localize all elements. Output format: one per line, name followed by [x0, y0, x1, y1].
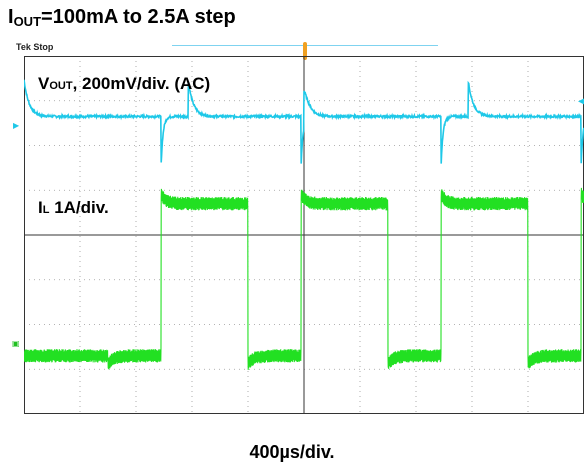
chart-title: IOUT=100mA to 2.5A step [8, 6, 236, 29]
channel-marker-icon: ▣ [12, 339, 20, 348]
vout-trace [24, 79, 584, 164]
il-trace [24, 187, 584, 370]
trigger-marker-icon [303, 42, 307, 60]
il-label: IL 1A/div. [38, 198, 109, 217]
time-scale-label: 400µs/div. [249, 442, 335, 462]
ref-marker-icon: ◀ [578, 96, 584, 107]
vout-label: VOUT, 200mV/div. (AC) [38, 74, 211, 93]
scope-status-text: Tek Stop [16, 42, 54, 52]
scope-traces [24, 79, 584, 370]
arrow-right-icon: ▶ [13, 121, 20, 130]
scope-screen [24, 56, 584, 414]
